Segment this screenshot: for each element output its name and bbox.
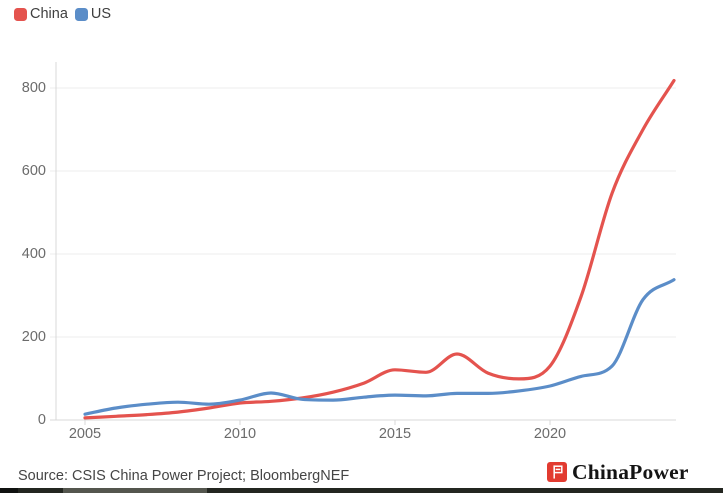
y-tick-label: 200 [21,329,46,345]
brand-name: ChinaPower [572,460,689,484]
y-tick-label: 800 [21,80,46,96]
x-tick-label: 2010 [223,426,257,442]
y-tick-label: 0 [37,412,46,428]
x-tick-label: 2005 [68,426,102,442]
chart-legend: China US [14,6,111,22]
legend-label: US [90,6,112,22]
series-line-us [83,278,676,416]
y-tick-label: 600 [21,163,46,179]
x-tick-label: 2015 [378,426,412,442]
line-chart-plot-area [50,62,676,425]
chinapower-logo[interactable]: ChinaPower [547,461,689,483]
scrollbar-left-cap [0,488,18,493]
china-series-swatch-icon [14,7,27,21]
legend-item-china[interactable]: China [14,6,68,22]
x-tick-label: 2020 [533,426,567,442]
y-tick-label: 400 [21,246,46,262]
chinapower-seal-icon [547,462,567,482]
us-series-swatch-icon [74,7,88,21]
horizontal-scrollbar-track[interactable] [0,488,723,493]
legend-label: China [30,6,68,22]
source-attribution: Source: CSIS China Power Project; Bloomb… [18,468,350,484]
legend-item-us[interactable]: US [74,6,112,22]
horizontal-scrollbar-thumb[interactable] [63,488,207,493]
series-line-china [83,78,676,420]
